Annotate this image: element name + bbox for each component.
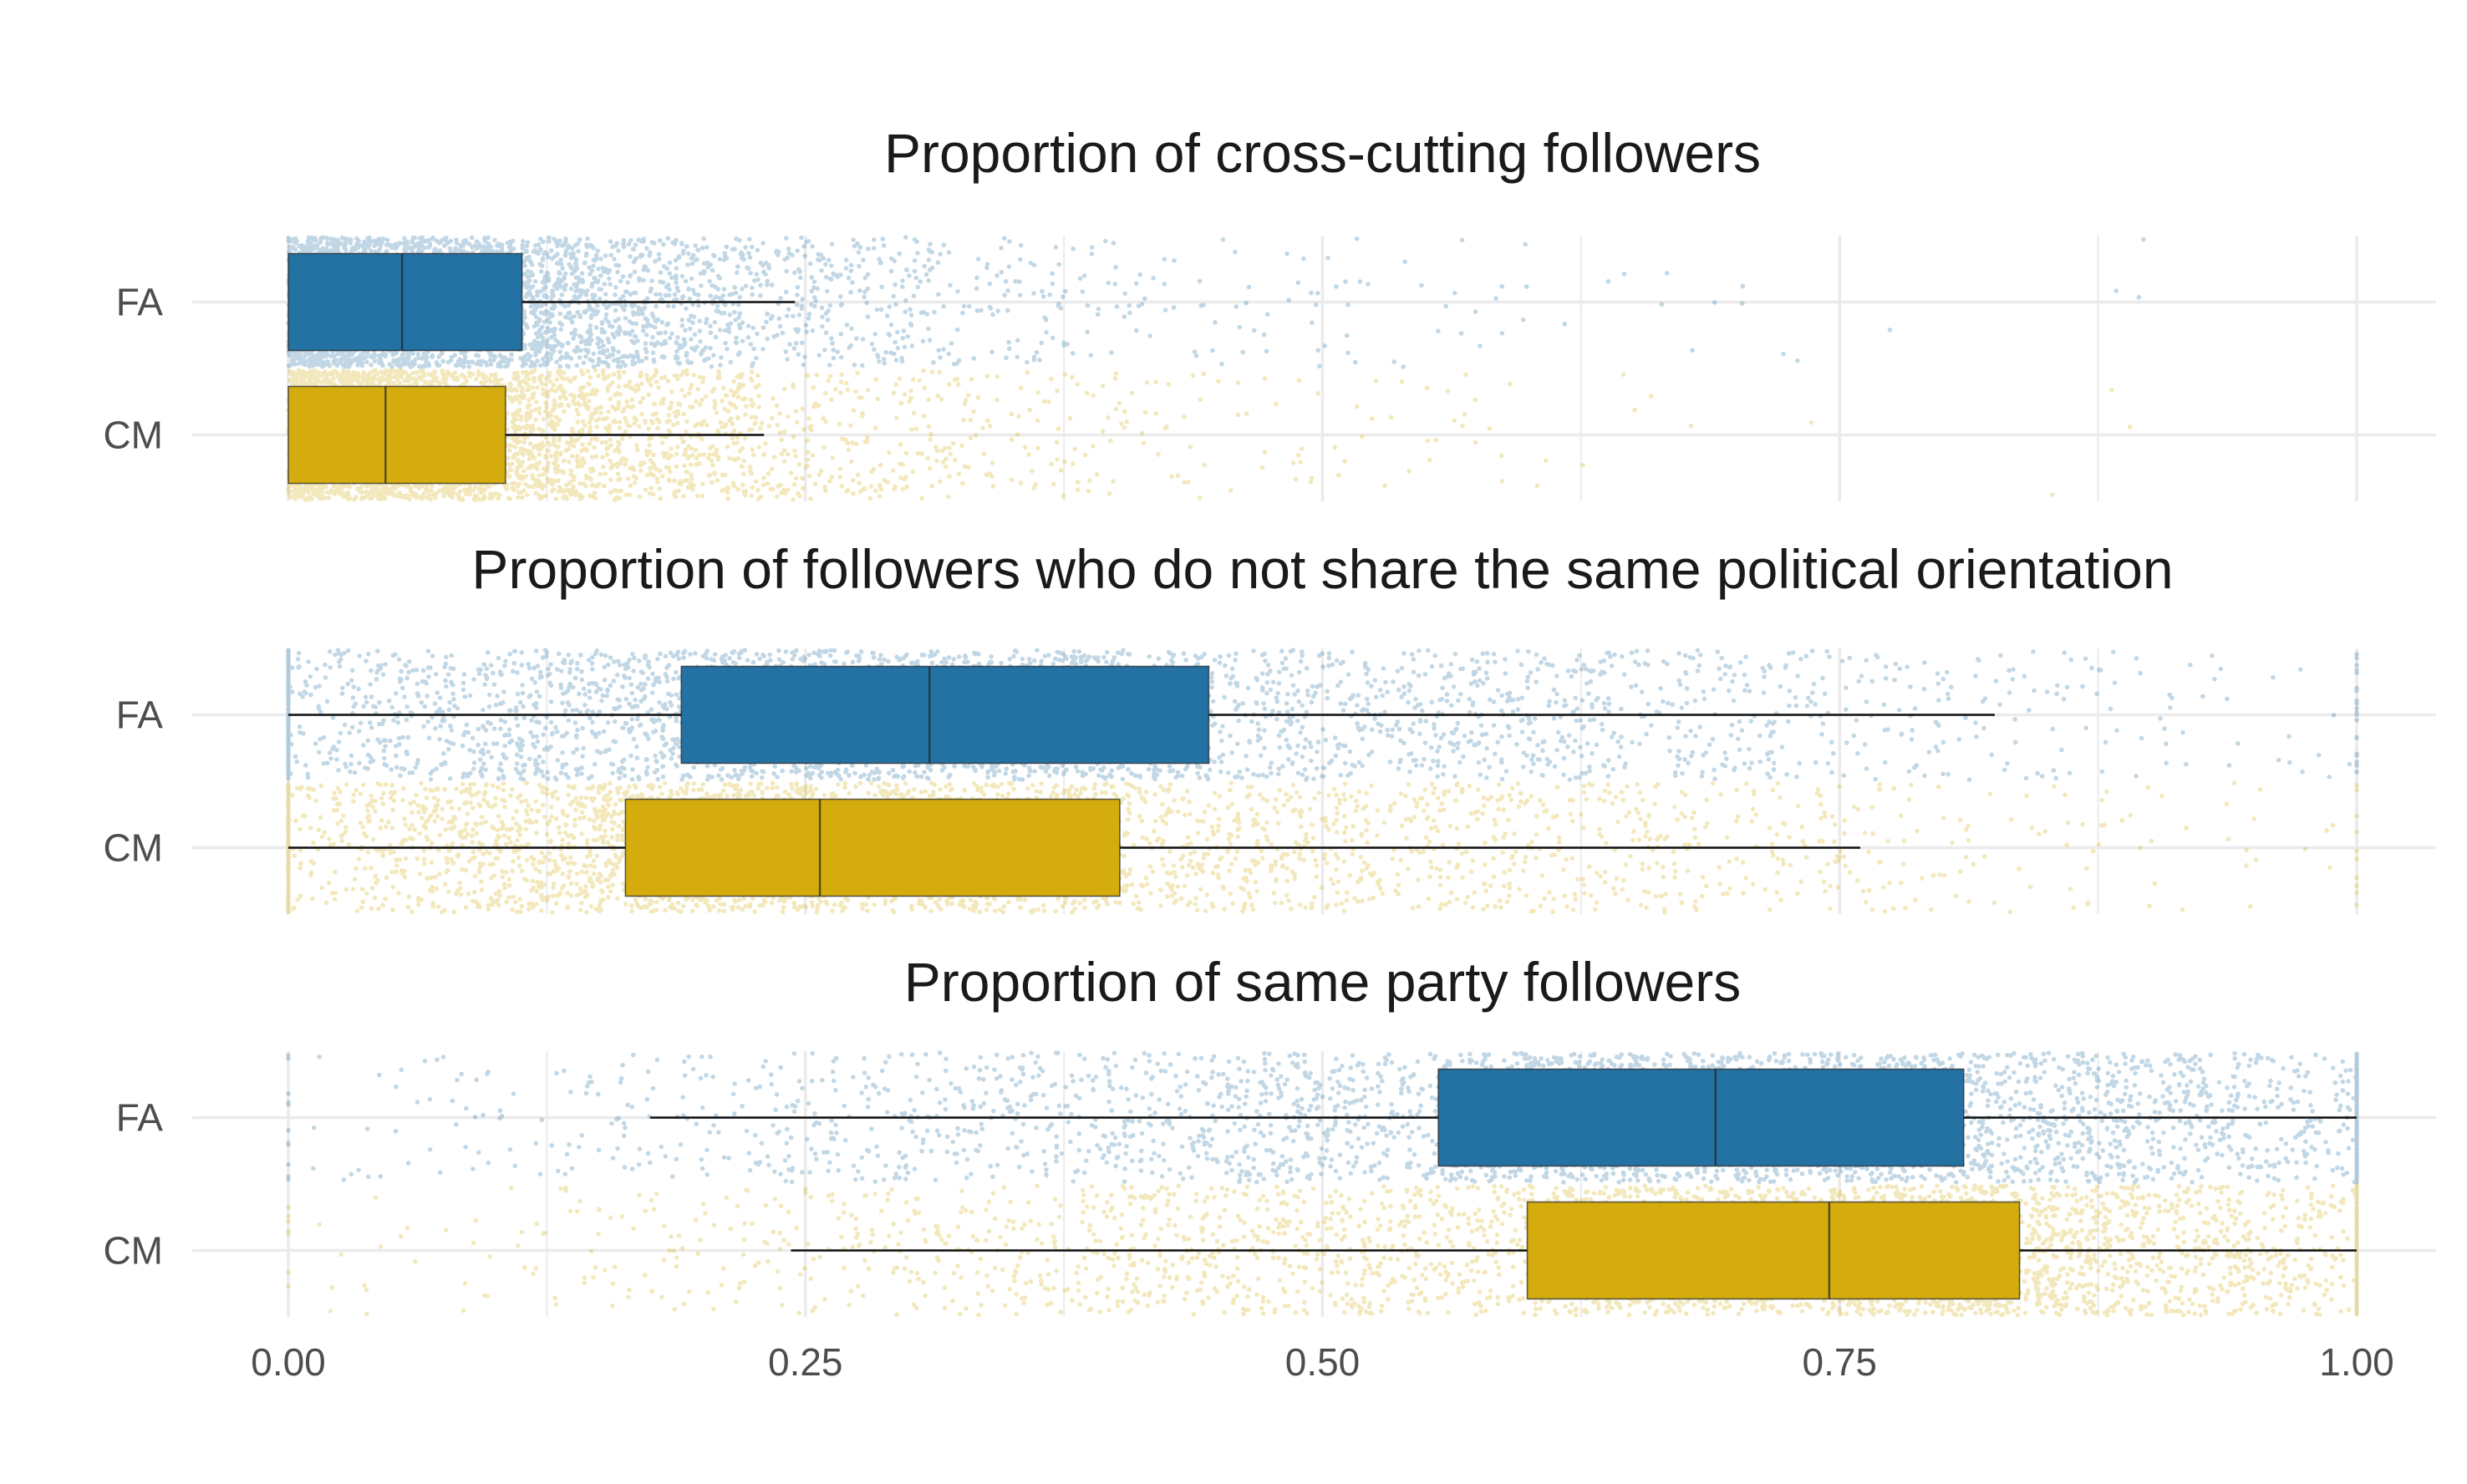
y-tick-label: FA xyxy=(116,1096,164,1140)
y-tick-label: FA xyxy=(116,281,164,324)
panel-2: Proportion of followers who do not share… xyxy=(103,538,2436,915)
grid-lines xyxy=(192,648,2436,914)
y-tick-label: CM xyxy=(103,414,163,457)
x-tick-label: 0.50 xyxy=(1285,1340,1361,1384)
box-rect xyxy=(287,385,506,485)
box-fa xyxy=(287,252,796,352)
box-cm xyxy=(288,798,1860,897)
panel-title: Proportion of followers who do not share… xyxy=(471,538,2173,600)
x-tick-label: 0.25 xyxy=(768,1340,843,1384)
panel-3: Proportion of same party followers FA CM xyxy=(103,951,2436,1318)
box-rect xyxy=(624,798,1121,897)
x-tick-label: 0.75 xyxy=(1802,1340,1877,1384)
box-rect xyxy=(680,665,1210,765)
box-rect xyxy=(1526,1201,2021,1300)
jitter-points xyxy=(286,235,2146,502)
y-tick-label: CM xyxy=(103,826,163,870)
y-tick-label: FA xyxy=(116,694,164,737)
panel-title: Proportion of cross-cutting followers xyxy=(884,122,1761,184)
box-fa xyxy=(288,665,1995,765)
panel-title: Proportion of same party followers xyxy=(904,951,1741,1013)
box-cm xyxy=(791,1201,2357,1300)
box-cm xyxy=(287,385,765,485)
x-axis: 0.00 0.25 0.50 0.75 1.00 xyxy=(251,1340,2394,1384)
x-tick-label: 0.00 xyxy=(251,1340,326,1384)
x-tick-label: 1.00 xyxy=(2319,1340,2394,1384)
box-rect xyxy=(1437,1068,1965,1167)
box-rect xyxy=(287,252,523,352)
box-fa xyxy=(650,1068,2357,1167)
y-tick-label: CM xyxy=(103,1229,163,1273)
panel-1: Proportion of cross-cutting followers FA C… xyxy=(103,122,2436,502)
